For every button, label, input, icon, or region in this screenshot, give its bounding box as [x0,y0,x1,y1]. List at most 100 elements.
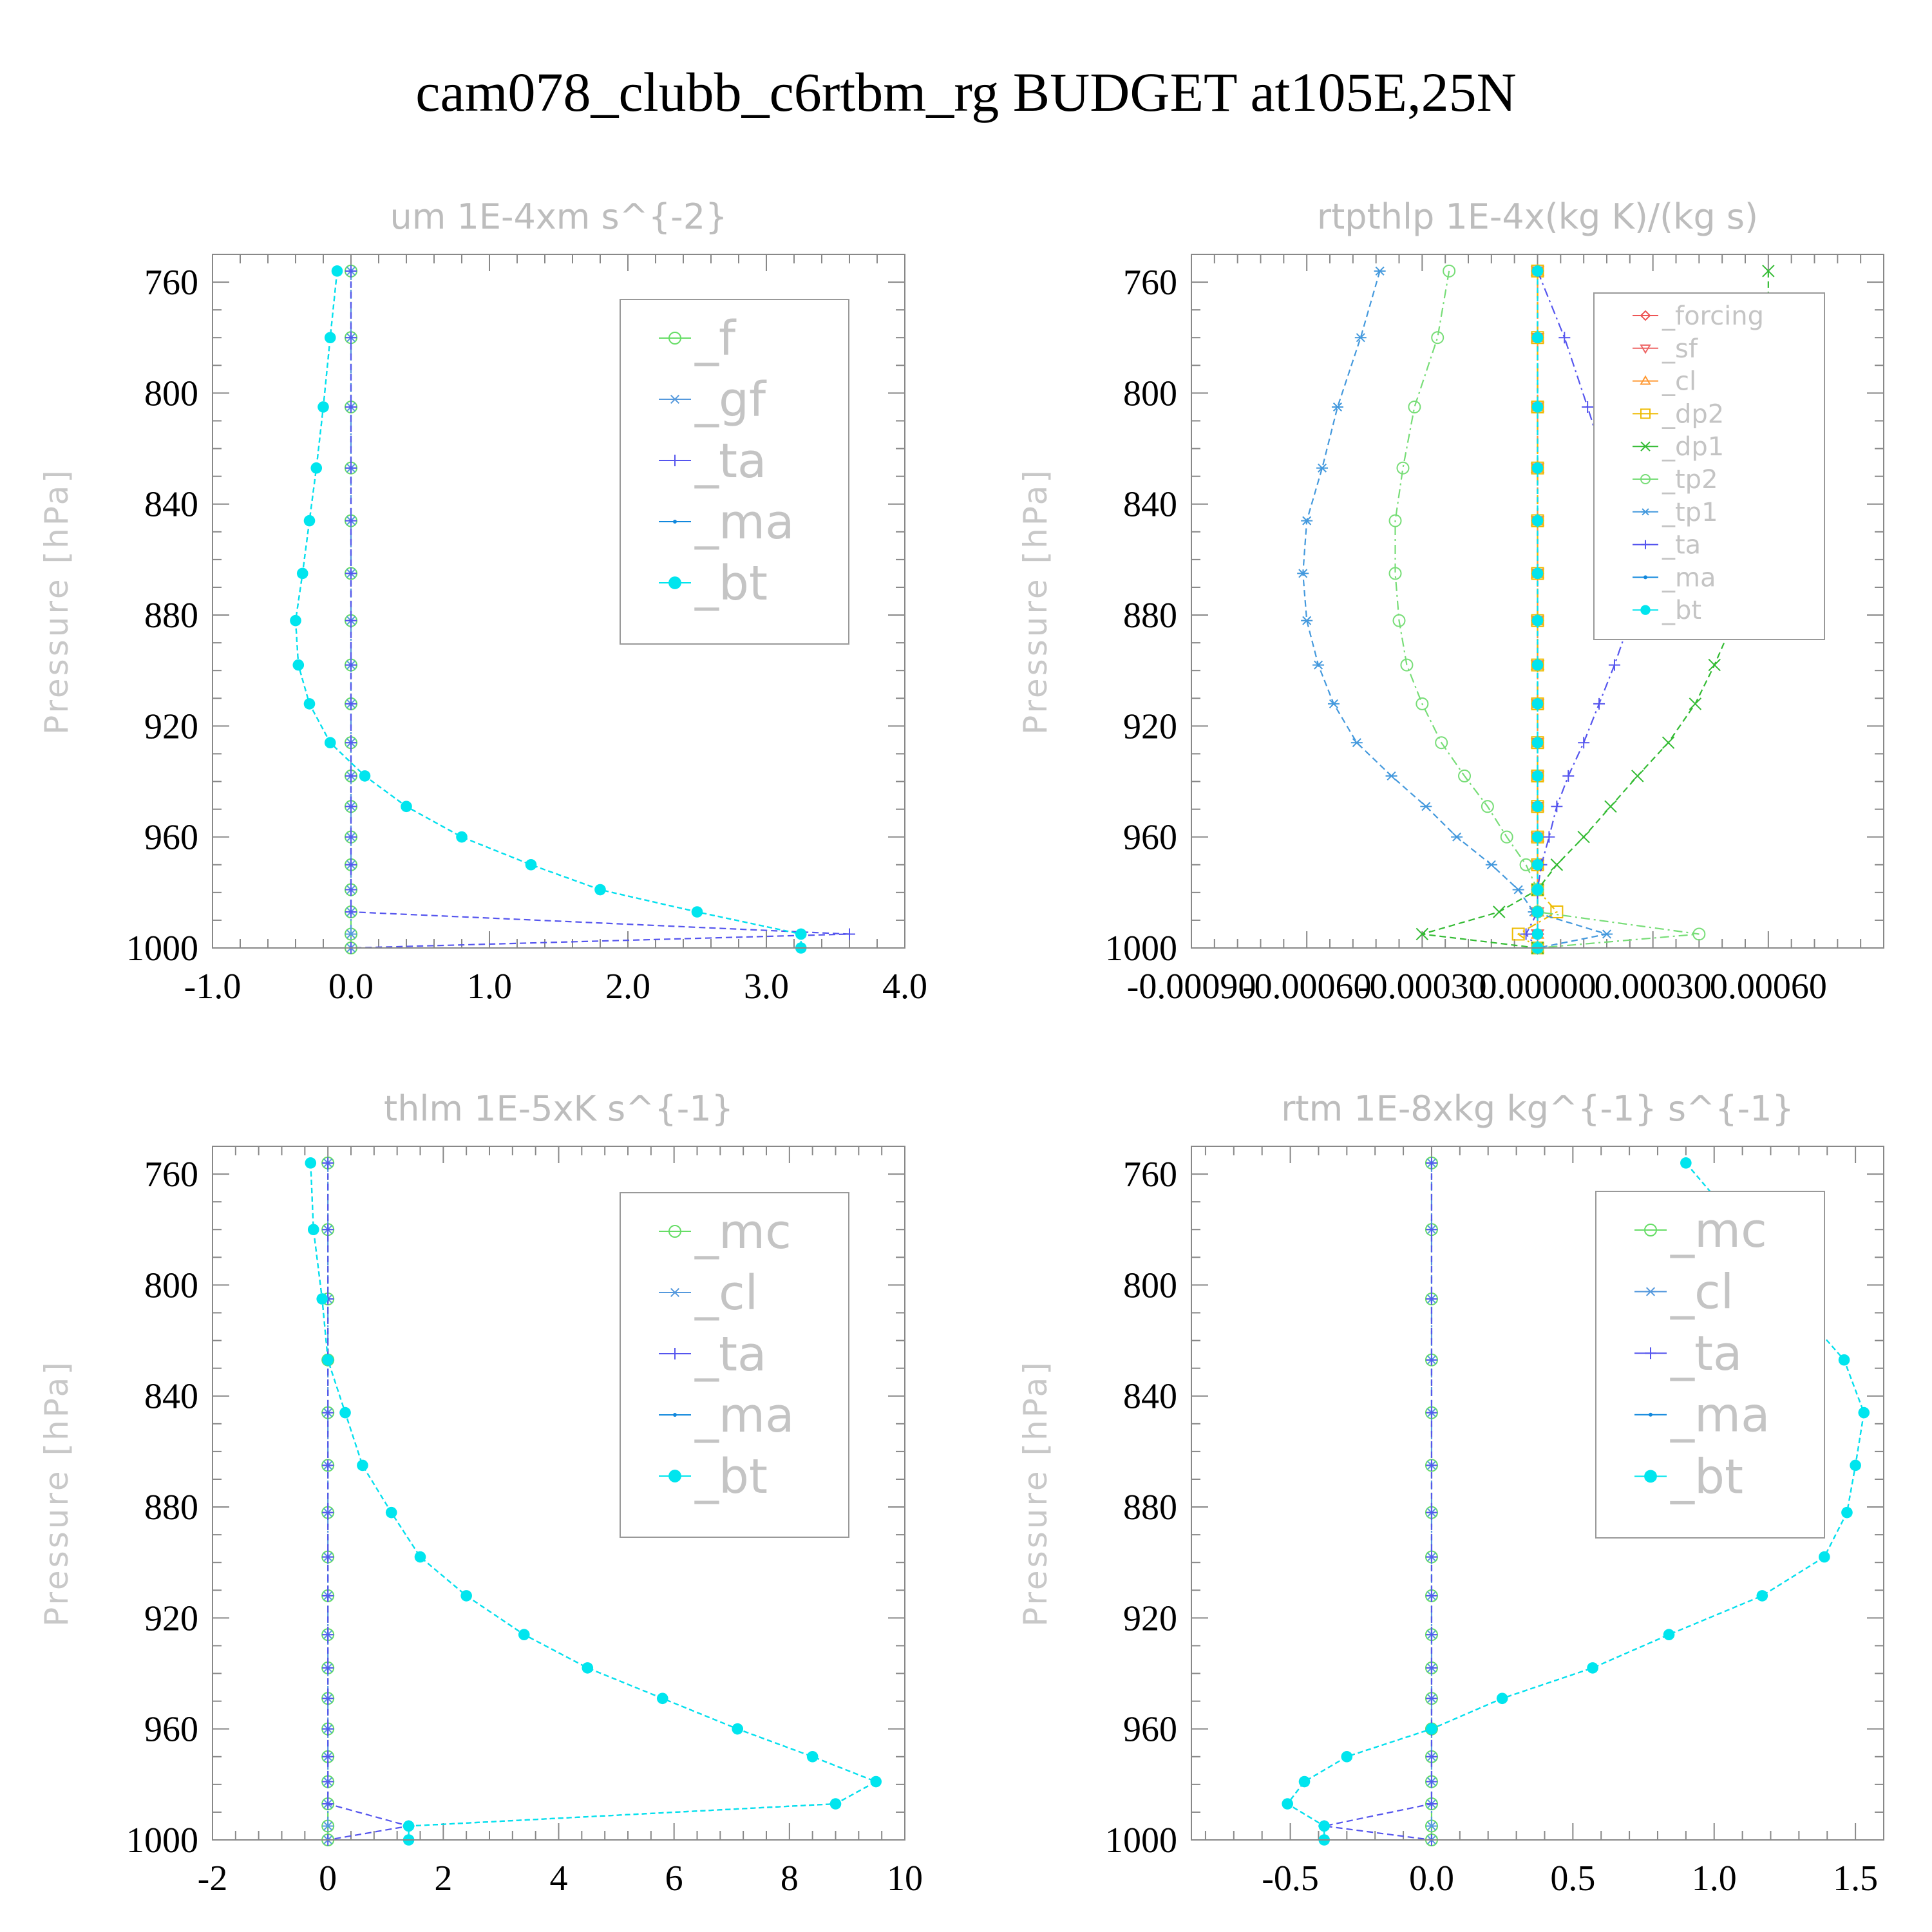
x-tick-label: 3.0 [744,967,789,1007]
data-point [322,1692,334,1705]
x-tick-label: 1.5 [1833,1859,1878,1899]
y-tick-label: 840 [144,1377,198,1417]
data-point [322,1354,334,1366]
y-tick-label: 920 [144,706,198,746]
y-axis-label: Pressure [hPa] [1017,468,1054,735]
data-point [870,1776,882,1788]
data-point [322,1750,334,1763]
data-point [1593,697,1605,710]
data-point [460,1590,472,1602]
data-point [322,1798,334,1810]
data-point [345,332,357,344]
x-tick-label: -0.00090 [1127,967,1256,1007]
legend-marker [669,1287,681,1298]
data-point [1662,736,1675,749]
legend-box [1595,1191,1825,1539]
y-tick-label: 960 [144,1710,198,1750]
legend-label: _bt [694,556,768,611]
data-point [345,831,357,843]
data-point [1663,1629,1675,1641]
data-point [1551,800,1563,813]
series-line-ta [1324,1162,1433,1841]
data-point [1374,266,1386,276]
data-point [1458,769,1472,782]
x-tick-label: 10 [887,1859,923,1899]
legend: _mc _cl _ta _ma _bt [1595,1191,1825,1539]
data-point [594,884,606,896]
y-axis-label: Pressure [hPa] [38,468,75,735]
data-point [1692,927,1706,941]
legend-label: _ta [694,1327,766,1382]
data-point [1550,858,1564,871]
data-point [357,1459,368,1472]
data-point [345,906,357,918]
x-tick-label: -2 [198,1859,228,1899]
y-tick-label: 800 [144,374,198,413]
data-point [345,858,357,871]
data-point [310,462,323,474]
legend-marker [1640,441,1651,451]
data-point [1531,614,1544,627]
legend-marker [669,1348,681,1359]
data-point [1531,906,1544,918]
legend-marker [668,576,681,589]
chart-panel-1: um 1E-4xm s^{-2} Pressure [hPa] 760 800 840 8… [38,196,927,1007]
y-tick-label: 960 [144,818,198,858]
legend-label: _tp1 [1662,498,1718,527]
plot-frame [212,254,905,949]
data-point [1425,1776,1437,1788]
data-point [1631,770,1644,782]
data-point [305,1157,317,1169]
y-tick-label: 840 [1123,1377,1177,1417]
data-point [806,1750,819,1763]
panel-title: thlm 1E-5xK s^{-1} [384,1088,734,1129]
data-point [1578,737,1590,749]
data-point [296,567,308,580]
legend-label: _mc [1670,1203,1767,1258]
x-tick-label: -0.00060 [1242,967,1372,1007]
y-tick-label: 920 [1123,1598,1177,1638]
y-tick-label: 880 [144,596,198,636]
figure-title: cam078_clubb_c6rtbm_rg BUDGET at105E,25N [415,61,1516,123]
data-point [322,1551,334,1563]
data-point [1531,332,1544,344]
data-point [1582,401,1594,413]
data-point [1425,1551,1437,1563]
data-point [292,659,305,671]
legend-marker [673,1413,677,1417]
x-tick-label: 1.0 [467,967,512,1007]
data-point [1500,830,1513,844]
legend-marker [1640,605,1651,615]
legend-label: _tp2 [1662,465,1718,495]
data-point [1385,771,1397,781]
data-point [1443,264,1456,278]
data-point [1604,800,1617,813]
x-tick-label: 0 [319,1859,337,1899]
data-point [1327,699,1340,708]
data-point [1425,1157,1437,1169]
data-point [1316,463,1329,473]
data-point [1531,401,1544,413]
data-point [1531,928,1544,940]
data-point [1689,697,1702,710]
y-tick-label: 920 [144,1598,198,1638]
legend-marker [1644,1224,1657,1236]
data-point [307,1224,319,1236]
legend-marker [1649,1412,1653,1417]
chart-panel-2: rtpthlp 1E-4x(kg K)/(kg s) Pressure [hPa]… [1017,196,1884,1007]
data-point [1425,1589,1437,1602]
data-point [1858,1406,1870,1419]
legend-marker [669,394,681,404]
data-point [345,614,357,627]
data-point [1680,1157,1692,1169]
y-tick-label: 1000 [1105,929,1177,969]
data-point [1388,567,1402,580]
data-point [1531,800,1544,813]
data-point [290,614,301,627]
data-point [331,265,343,277]
legend-label: _cl [1670,1265,1734,1320]
data-point [1531,265,1544,277]
data-point [322,1776,334,1788]
data-point [345,401,357,413]
